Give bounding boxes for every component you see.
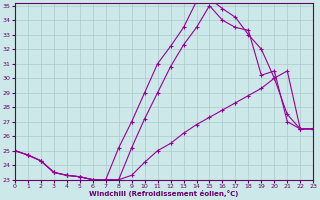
X-axis label: Windchill (Refroidissement éolien,°C): Windchill (Refroidissement éolien,°C): [89, 190, 239, 197]
